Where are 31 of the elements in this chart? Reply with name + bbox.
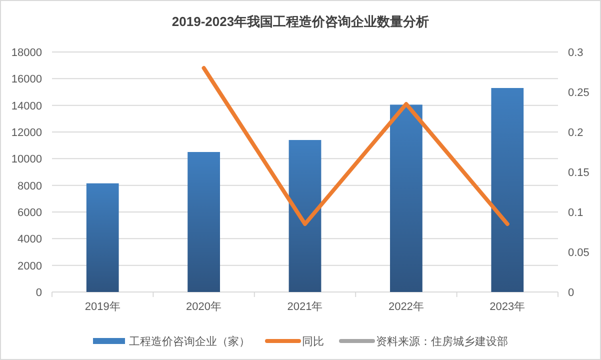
y-tick-label: 6000 [18, 207, 42, 219]
x-tick-label: 2022年 [388, 301, 424, 313]
x-tick-label: 2021年 [287, 301, 323, 313]
x-tick-label: 2023年 [490, 301, 526, 313]
y2-tick-label: 0.05 [568, 247, 590, 259]
bar [86, 183, 119, 292]
y2-tick-label: 0.3 [568, 47, 584, 59]
y2-tick-label: 0.25 [568, 87, 590, 99]
y-tick-label: 8000 [18, 180, 42, 192]
bar [491, 88, 524, 292]
y-tick-label: 0 [36, 287, 42, 299]
y2-tick-label: 0.2 [568, 127, 584, 139]
y2-tick-label: 0 [568, 287, 574, 299]
y-tick-label: 18000 [11, 47, 42, 59]
bar [188, 152, 220, 292]
y2-tick-label: 0.1 [568, 207, 584, 219]
bar [390, 104, 422, 292]
legend-label: 工程造价咨询企业（家） [129, 335, 250, 348]
y2-tick-label: 0.15 [568, 167, 590, 179]
y-tick-label: 4000 [18, 234, 42, 246]
y-tick-label: 14000 [11, 100, 42, 112]
y-tick-label: 12000 [11, 127, 42, 139]
x-tick-label: 2020年 [186, 301, 222, 313]
chart-title: 2019-2023年我国工程造价咨询企业数量分析 [172, 14, 430, 29]
bar [288, 140, 322, 292]
x-tick-label: 2019年 [84, 301, 120, 313]
y-tick-label: 16000 [11, 74, 42, 86]
y-tick-label: 2000 [18, 260, 42, 272]
legend-label: 同比 [302, 335, 324, 348]
text: 资料来源：住房城乡建设部 [376, 335, 508, 348]
y-tick-label: 10000 [11, 154, 42, 166]
